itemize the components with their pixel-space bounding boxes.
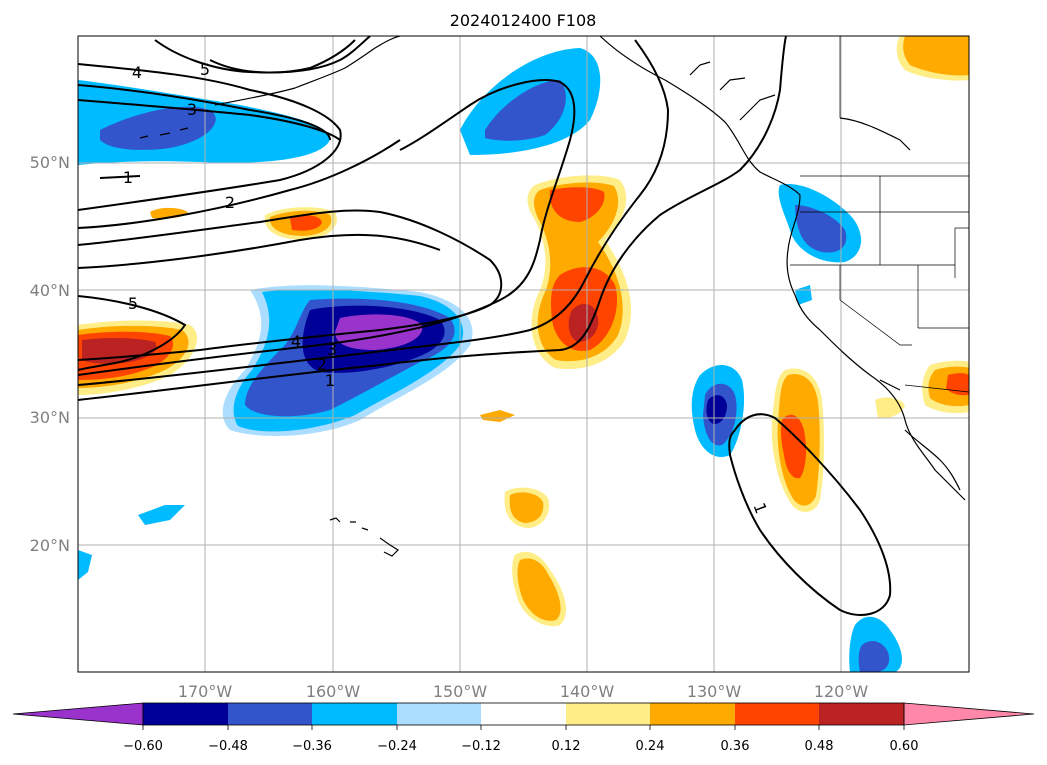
colorbar-swatch — [228, 703, 312, 725]
colorbar-tick-label: 0.60 — [890, 739, 919, 754]
colorbar-swatch — [143, 703, 228, 725]
colorbar-extend-low — [12, 702, 144, 726]
colorbar-swatch — [650, 703, 735, 725]
lon-label-120w: 120°W — [814, 682, 869, 701]
latitude-labels: 50°N 40°N 30°N 20°N — [30, 153, 70, 555]
colorbar-swatch — [481, 703, 566, 725]
colorbar-extend-high — [903, 702, 1035, 726]
colorbar-swatch — [397, 703, 481, 725]
graticule — [78, 36, 969, 672]
colorbar-swatch — [819, 703, 904, 725]
colorbar-tick-label: 0.24 — [636, 739, 665, 754]
lon-label-170w: 170°W — [178, 682, 233, 701]
longitude-labels: 170°W 160°W 150°W 140°W 130°W 120°W — [178, 682, 869, 701]
coastlines — [139, 36, 966, 557]
map-title: 2024012400 F108 — [450, 11, 597, 30]
contour-label: 5 — [128, 294, 138, 313]
political-borders — [790, 36, 969, 393]
lon-label-160w: 160°W — [306, 682, 361, 701]
colorbar-tick-label: 0.12 — [552, 739, 581, 754]
lat-label-30n: 30°N — [30, 408, 70, 427]
map-plot-area: 4 5 3 1 2 5 4 3 2 1 1 — [78, 36, 969, 672]
lat-label-20n: 20°N — [30, 536, 70, 555]
lat-label-50n: 50°N — [30, 153, 70, 172]
colorbar-swatch — [566, 703, 650, 725]
colorbar-tick-label: −0.24 — [377, 739, 417, 754]
lat-label-40n: 40°N — [30, 281, 70, 300]
colorbar-swatch — [735, 703, 819, 725]
contour-label: 5 — [200, 60, 210, 79]
lon-label-140w: 140°W — [560, 682, 615, 701]
contour-label: 3 — [187, 100, 197, 119]
contour-label: 1 — [325, 371, 335, 390]
contour-label: 4 — [132, 63, 142, 82]
colorbar-tick-label: −0.60 — [123, 739, 163, 754]
colorbar-tick-label: 0.36 — [721, 739, 750, 754]
colorbar-tick-label: −0.48 — [208, 739, 248, 754]
colorbar-swatch — [312, 703, 397, 725]
contour-label: 2 — [317, 355, 327, 374]
lon-label-150w: 150°W — [433, 682, 488, 701]
colorbar: −0.60 −0.48 −0.36 −0.24 −0.12 0.12 0.24 … — [12, 702, 1035, 754]
lon-label-130w: 130°W — [687, 682, 742, 701]
colorbar-tick-label: −0.12 — [461, 739, 501, 754]
contour-label: 4 — [291, 332, 301, 351]
contour-label: 3 — [327, 340, 337, 359]
map-frame — [77, 35, 970, 673]
contour-label: 2 — [225, 193, 235, 212]
contour-label: 1 — [123, 168, 133, 187]
colorbar-tick-label: 0.48 — [805, 739, 834, 754]
colorbar-tick-label: −0.36 — [292, 739, 332, 754]
contour-lines — [78, 36, 892, 616]
